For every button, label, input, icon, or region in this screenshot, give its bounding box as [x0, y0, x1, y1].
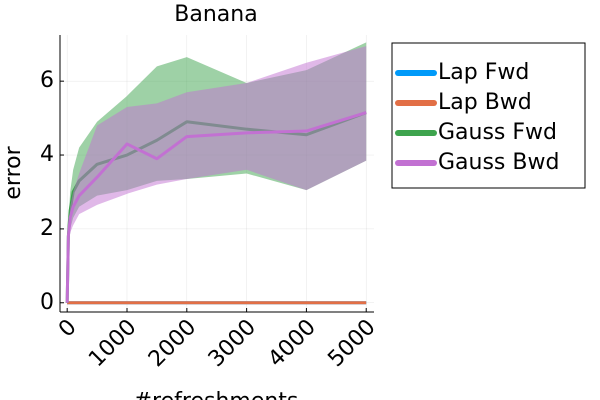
legend-label: Lap Fwd: [438, 60, 529, 85]
x-tick-label: 2000: [144, 315, 201, 372]
chart-title: Banana: [174, 2, 257, 27]
y-tick-label: 6: [40, 68, 54, 93]
legend-label: Gauss Fwd: [438, 120, 557, 145]
x-tick-label: 4000: [264, 315, 321, 372]
y-tick-label: 4: [40, 142, 54, 167]
x-tick-label: 5000: [323, 315, 380, 372]
y-axis-label: error: [1, 145, 26, 199]
x-axis-label: #refreshments: [134, 389, 299, 400]
legend-label: Gauss Bwd: [438, 150, 559, 175]
x-tick-label: 3000: [204, 315, 261, 372]
legend-label: Lap Bwd: [438, 90, 532, 115]
x-tick-label: 1000: [84, 315, 141, 372]
y-tick-label: 0: [40, 290, 54, 315]
series-line: [65, 111, 367, 303]
y-tick-label: 2: [40, 216, 54, 241]
error-band: [67, 46, 367, 303]
x-tick-label: 0: [54, 315, 82, 343]
